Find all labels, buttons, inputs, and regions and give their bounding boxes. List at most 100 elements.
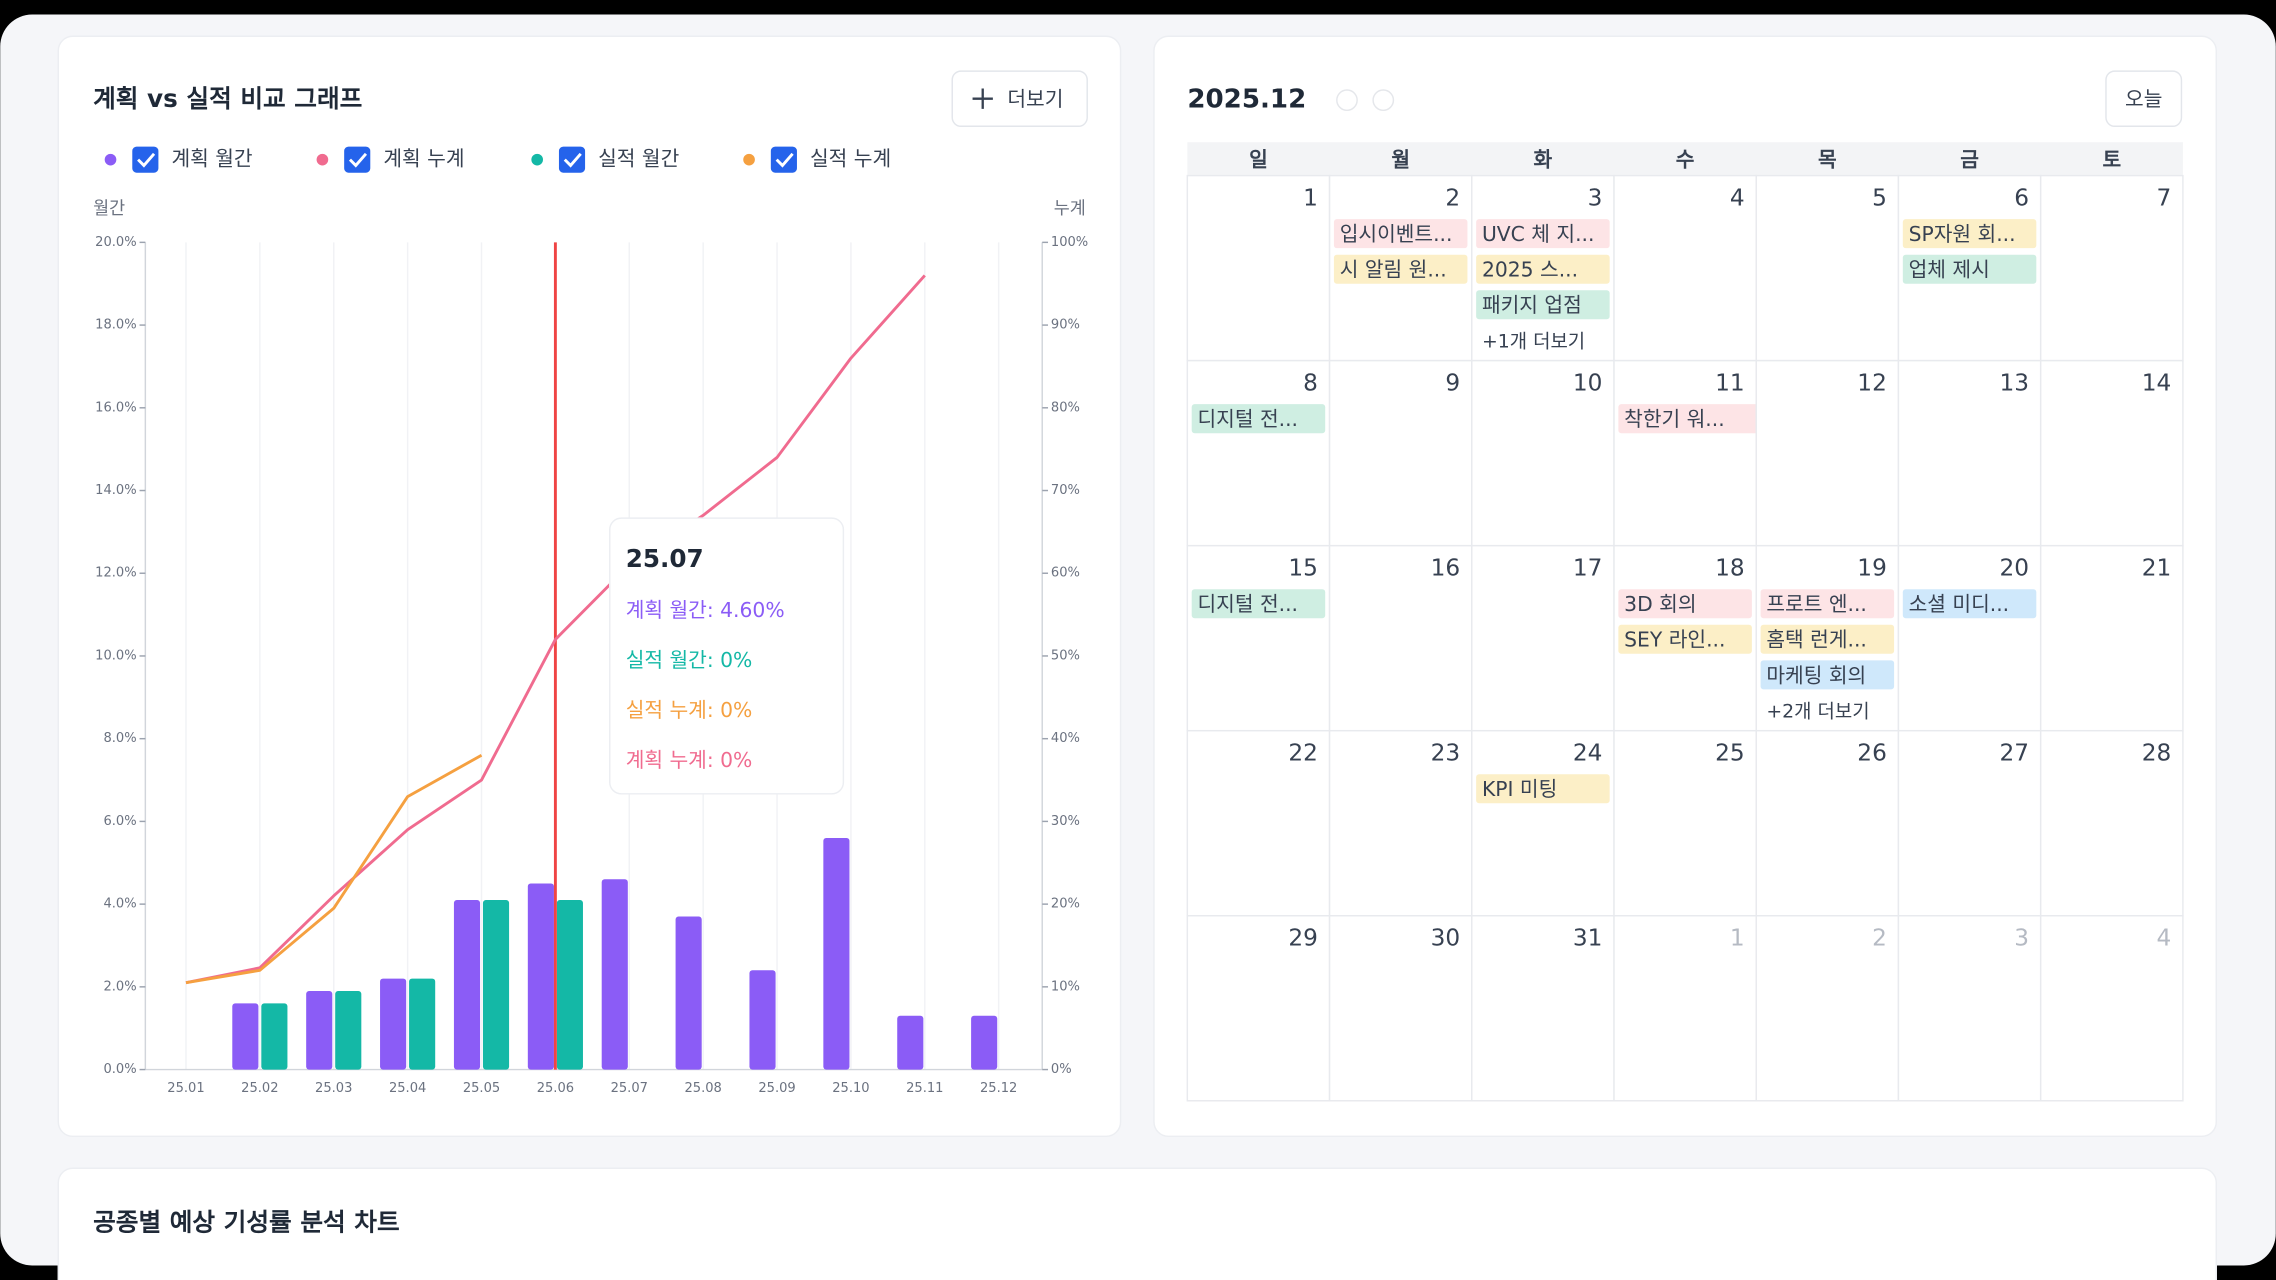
day-cell[interactable] xyxy=(1186,915,1331,1102)
event-bar[interactable] xyxy=(1333,254,1468,284)
day-cell[interactable] xyxy=(1613,174,1757,362)
day-number: 3 xyxy=(2014,924,2029,951)
event-label[interactable]: 패키지 업점 xyxy=(1482,293,1582,317)
event-label[interactable]: 프로트 엔... xyxy=(1766,592,1866,616)
y-tick-label: 10.0% xyxy=(95,648,136,663)
day-number: 29 xyxy=(1288,924,1318,951)
x-tick-label: 25.02 xyxy=(241,1081,278,1096)
x-tick-label: 25.04 xyxy=(389,1081,426,1096)
day-cell[interactable] xyxy=(1755,915,1900,1102)
legend-label[interactable]: 계획 월간 xyxy=(171,147,252,171)
bar xyxy=(556,899,583,1070)
event-bar[interactable] xyxy=(1333,219,1468,249)
bar xyxy=(453,899,481,1070)
weekday-label: 금 xyxy=(1960,147,1979,171)
day-number: 8 xyxy=(1303,369,1318,396)
today-button[interactable] xyxy=(2105,70,2183,127)
event-bar[interactable] xyxy=(1760,589,1895,619)
day-cell[interactable] xyxy=(1186,729,1331,917)
y-tick-label: 20.0% xyxy=(95,235,136,250)
event-bar[interactable] xyxy=(1476,219,1610,249)
day-cell[interactable] xyxy=(1755,359,1900,547)
bar xyxy=(380,978,407,1070)
more-button[interactable] xyxy=(951,70,1088,127)
event-bar[interactable] xyxy=(1191,404,1326,434)
event-bar[interactable] xyxy=(1476,774,1610,804)
event-label[interactable]: KPI 미팅 xyxy=(1482,777,1557,801)
event-label[interactable]: 홈택 런게... xyxy=(1766,628,1866,652)
day-cell[interactable] xyxy=(1328,544,1473,732)
event-label[interactable]: 2025 스... xyxy=(1482,258,1578,282)
day-cell[interactable] xyxy=(2039,359,2184,547)
legend-dot xyxy=(104,153,117,166)
event-label[interactable]: 시 알림 원... xyxy=(1340,258,1447,282)
event-label[interactable]: 착한기 워... xyxy=(1624,407,1724,431)
legend-checkbox[interactable] xyxy=(770,146,797,173)
day-number: 1 xyxy=(1303,184,1318,211)
event-label[interactable]: 소셜 미디... xyxy=(1909,592,2009,616)
day-number: 22 xyxy=(1288,739,1318,766)
bar xyxy=(261,1003,288,1070)
event-bar[interactable] xyxy=(1191,589,1326,619)
day-cell[interactable] xyxy=(2039,729,2184,917)
event-bar[interactable] xyxy=(1760,624,1895,654)
prev-button[interactable] xyxy=(1336,89,1358,112)
x-tick-label: 25.06 xyxy=(537,1081,574,1096)
day-cell[interactable] xyxy=(1755,174,1900,362)
day-cell[interactable] xyxy=(1613,915,1757,1102)
day-cell[interactable] xyxy=(1897,544,2042,732)
event-bar[interactable] xyxy=(1902,219,2037,249)
day-cell[interactable] xyxy=(1897,359,2042,547)
weekday-header xyxy=(1187,142,2183,176)
legend-label[interactable]: 계획 누계 xyxy=(383,147,464,171)
day-number: 5 xyxy=(1872,184,1887,211)
bar xyxy=(335,990,362,1070)
legend-dot xyxy=(743,153,755,166)
event-bar[interactable] xyxy=(1902,254,2037,284)
day-cell[interactable] xyxy=(1328,359,1473,547)
day-number: 2 xyxy=(1445,184,1460,211)
event-label[interactable]: 마케팅 회의 xyxy=(1766,663,1866,687)
day-cell[interactable] xyxy=(2039,915,2184,1102)
day-cell[interactable] xyxy=(1328,729,1473,917)
event-label[interactable]: 3D 회의 xyxy=(1624,592,1696,616)
event-bar[interactable] xyxy=(1618,624,1752,654)
more-events[interactable]: +2개 더보기 xyxy=(1766,700,1869,722)
event-label[interactable]: 업체 제시 xyxy=(1909,258,1990,282)
event-bar[interactable] xyxy=(1902,589,2037,619)
event-label[interactable]: 디지털 전... xyxy=(1198,407,1299,431)
today-button-label[interactable]: 오늘 xyxy=(2125,87,2162,111)
day-cell[interactable] xyxy=(1471,729,1615,917)
event-label[interactable]: SEY 라인... xyxy=(1624,628,1725,652)
more-events[interactable]: +1개 더보기 xyxy=(1482,330,1585,352)
event-bar[interactable] xyxy=(1760,660,1895,690)
day-cell[interactable] xyxy=(1471,359,1615,547)
event-bar[interactable] xyxy=(1618,589,1752,619)
legend-checkbox[interactable] xyxy=(344,146,371,173)
legend-label[interactable]: 실적 누계 xyxy=(810,147,891,171)
more-button-label[interactable]: 더보기 xyxy=(1007,87,1063,111)
event-label[interactable]: SP자원 회... xyxy=(1909,222,2016,246)
weekday-label: 월 xyxy=(1391,147,1410,171)
day-cell[interactable] xyxy=(2039,174,2184,362)
legend-label[interactable]: 실적 월간 xyxy=(598,147,679,171)
day-cell[interactable] xyxy=(1186,544,1331,732)
next-button[interactable] xyxy=(1372,89,1395,112)
y-tick-label: 18.0% xyxy=(95,318,136,333)
event-bar[interactable] xyxy=(1476,290,1610,320)
day-cell[interactable] xyxy=(1897,915,2042,1102)
event-label[interactable]: UVC 체 지... xyxy=(1482,222,1595,246)
day-cell[interactable] xyxy=(1186,174,1331,362)
y-tick-label: 14.0% xyxy=(95,483,136,498)
bar xyxy=(823,837,850,1070)
legend-checkbox[interactable] xyxy=(132,146,159,173)
day-cell[interactable] xyxy=(1471,915,1615,1102)
day-cell[interactable] xyxy=(1755,729,1900,917)
day-cell[interactable] xyxy=(1186,359,1331,547)
weekday-label: 수 xyxy=(1676,147,1695,171)
event-label[interactable]: 입시이벤트... xyxy=(1340,222,1453,246)
event-label[interactable]: 디지털 전... xyxy=(1198,592,1299,616)
y-axis-title: 월간 xyxy=(93,199,125,219)
legend-checkbox[interactable] xyxy=(558,146,586,173)
event-bar[interactable] xyxy=(1476,254,1610,284)
